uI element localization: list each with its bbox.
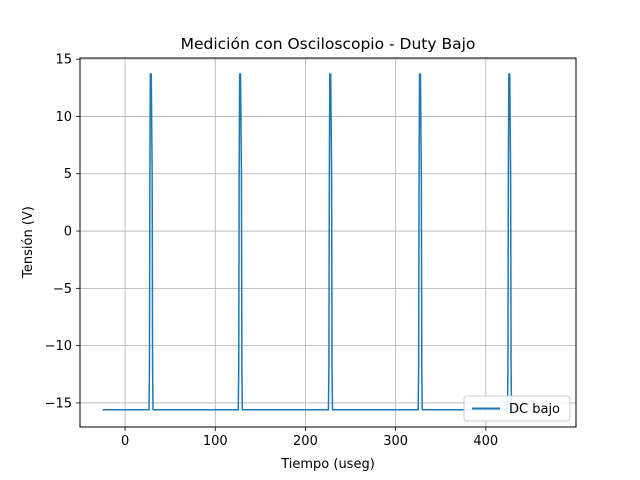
x-tick-label: 300 bbox=[383, 434, 408, 449]
x-axis-label: Tiempo (useg) bbox=[280, 457, 375, 472]
y-axis-label: Tensión (V) bbox=[21, 206, 36, 279]
y-tick-label: 0 bbox=[64, 225, 72, 240]
series-layer bbox=[102, 73, 518, 411]
legend-box bbox=[463, 395, 571, 422]
grid bbox=[80, 58, 576, 427]
x-tick-label: 400 bbox=[473, 434, 498, 449]
y-tick-label: −15 bbox=[45, 396, 72, 411]
y-tick-label: −10 bbox=[45, 339, 72, 354]
y-tick-label: 15 bbox=[55, 53, 72, 68]
series-line-0 bbox=[102, 73, 518, 411]
y-tick-label: 5 bbox=[64, 167, 72, 182]
y-tick-label: 10 bbox=[55, 110, 72, 125]
legend: DC bajo bbox=[463, 395, 571, 422]
legend-label: DC bajo bbox=[509, 402, 560, 417]
plot-frame bbox=[79, 57, 577, 428]
plot-area bbox=[80, 58, 576, 427]
x-tick-label: 0 bbox=[121, 434, 129, 449]
y-tick-label: −5 bbox=[53, 282, 72, 297]
x-tick-label: 100 bbox=[203, 434, 228, 449]
chart-title: Medición con Osciloscopio - Duty Bajo bbox=[181, 35, 476, 53]
ticks: 0 100 200 300 400 −15 −10 −5 0 5 10 15 bbox=[45, 53, 499, 449]
x-tick-label: 200 bbox=[293, 434, 318, 449]
